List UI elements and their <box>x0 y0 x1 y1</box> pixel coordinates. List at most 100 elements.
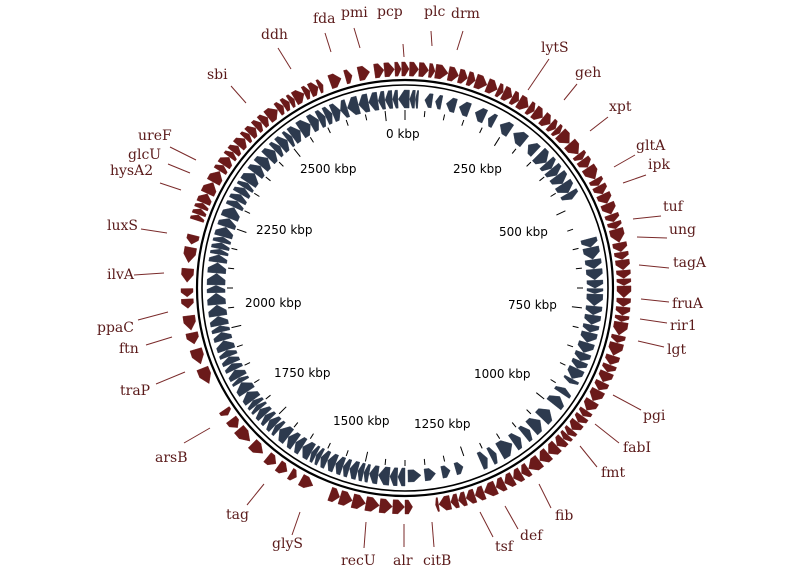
scale-tick <box>493 137 501 147</box>
gene-label-alr: alr <box>393 553 413 569</box>
reverse-gene-arrow <box>458 101 472 118</box>
label-leader-line <box>638 264 670 269</box>
label-leader-line <box>353 27 361 49</box>
forward-gene-arrow <box>434 63 449 80</box>
gene-label-fabI: fabI <box>623 440 651 456</box>
reverse-gene-arrow <box>266 416 282 433</box>
scale-tick <box>550 192 556 197</box>
label-leader-line <box>538 483 552 509</box>
reverse-gene-arrow <box>560 188 579 201</box>
forward-gene-arrow <box>555 434 569 448</box>
forward-gene-arrow <box>250 119 264 134</box>
kbp-label-1250: 1250 kbp <box>414 417 471 431</box>
scale-tick <box>244 362 251 366</box>
gene-label-leaders <box>133 27 670 549</box>
reverse-gene-arrow <box>567 365 585 379</box>
reverse-gene-arrow <box>440 465 451 479</box>
scale-tick <box>345 119 349 126</box>
forward-gene-arrow <box>373 63 385 79</box>
forward-gene-arrow <box>589 386 606 401</box>
scale-tick <box>309 433 314 439</box>
reverse-gene-arrow <box>232 186 251 199</box>
label-leader-line <box>140 228 168 234</box>
reverse-gene-arrow <box>286 126 302 144</box>
label-leader-line <box>636 236 668 239</box>
reverse-gene-arrow <box>320 450 332 469</box>
label-leader-line <box>324 32 332 53</box>
reverse-gene-arrow <box>580 330 598 343</box>
forward-gene-arrow <box>608 227 625 243</box>
forward-gene-arrow <box>504 472 517 487</box>
label-leader-line <box>613 154 636 168</box>
forward-gene-arrow <box>227 144 242 157</box>
reverse-gene-arrow <box>389 467 399 487</box>
reverse-gene-arrow <box>488 113 499 128</box>
reverse-gene-arrow <box>342 458 353 478</box>
forward-gene-arrow <box>244 125 258 139</box>
reverse-gene-arrow <box>225 200 244 212</box>
reverse-gene-arrow <box>302 441 316 461</box>
reverse-gene-arrow <box>271 420 286 437</box>
reverse-gene-arrow <box>220 207 240 222</box>
reverse-gene-arrow <box>253 156 271 172</box>
forward-gene-arrow <box>364 496 380 512</box>
forward-gene-arrow <box>564 138 580 155</box>
reverse-gene-arrow <box>340 99 351 118</box>
forward-gene-arrow <box>350 493 366 510</box>
forward-gene-arrow <box>616 269 631 279</box>
forward-gene-arrow <box>286 468 297 481</box>
forward-gene-arrow <box>484 78 498 94</box>
reverse-gene-arrow <box>231 375 250 387</box>
label-leader-line <box>594 423 620 444</box>
forward-gene-arrow <box>343 69 353 85</box>
forward-gene-arrow <box>530 105 543 120</box>
forward-gene-arrow <box>555 128 570 144</box>
gene-label-fib: fib <box>555 508 573 524</box>
label-leader-line <box>640 298 670 303</box>
forward-gene-arrow <box>234 424 251 442</box>
reverse-gene-arrow <box>423 468 436 482</box>
forward-gene-arrow <box>223 150 237 162</box>
forward-gene-arrow <box>337 490 353 506</box>
forward-gene-arrow <box>327 486 340 503</box>
forward-gene-arrow <box>538 112 551 127</box>
forward-gene-arrow <box>263 452 277 466</box>
reverse-gene-arrow <box>546 395 565 411</box>
gene-label-fda: fda <box>313 11 336 27</box>
reverse-gene-arrow <box>532 147 549 165</box>
reverse-gene-arrow <box>221 356 241 368</box>
forward-gene-arrow <box>574 411 589 424</box>
label-leader-line <box>579 445 598 468</box>
kbp-label-2250: 2250 kbp <box>256 223 313 237</box>
reverse-gene-arrow <box>378 466 391 486</box>
forward-gene-arrow <box>606 219 622 230</box>
reverse-gene-arrow <box>314 447 325 466</box>
label-leader-line <box>639 318 668 324</box>
forward-gene-arrow <box>186 233 200 245</box>
reverse-gene-arrow <box>349 461 361 480</box>
reverse-gene-arrow <box>585 268 603 281</box>
gene-label-ftn: ftn <box>119 341 139 357</box>
reverse-gene-arrow <box>281 131 296 148</box>
reverse-gene-arrow <box>211 325 231 335</box>
forward-gene-arrow <box>581 163 598 180</box>
gene-label-citB: citB <box>423 553 451 569</box>
forward-gene-arrow <box>616 278 632 286</box>
reverse-gene-arrow <box>208 254 228 264</box>
forward-gene-arrow <box>474 485 487 501</box>
forward-gene-arrow <box>247 439 264 454</box>
reverse-gene-arrow <box>214 226 234 240</box>
reverse-gene-arrow <box>384 90 394 109</box>
forward-gene-arrow <box>614 314 630 322</box>
scale-tick <box>423 111 426 118</box>
forward-gene-arrow <box>196 193 212 206</box>
reverse-gene-arrow <box>229 193 247 206</box>
scale-tick <box>442 114 446 121</box>
forward-gene-arrow <box>232 137 247 151</box>
forward-gene-arrow <box>290 90 305 106</box>
scale-tick <box>265 176 271 182</box>
gene-label-luxS: luxS <box>107 218 138 234</box>
reverse-gene-arrow <box>295 119 311 139</box>
forward-gene-arrow <box>404 499 413 515</box>
forward-gene-arrow <box>183 246 197 264</box>
